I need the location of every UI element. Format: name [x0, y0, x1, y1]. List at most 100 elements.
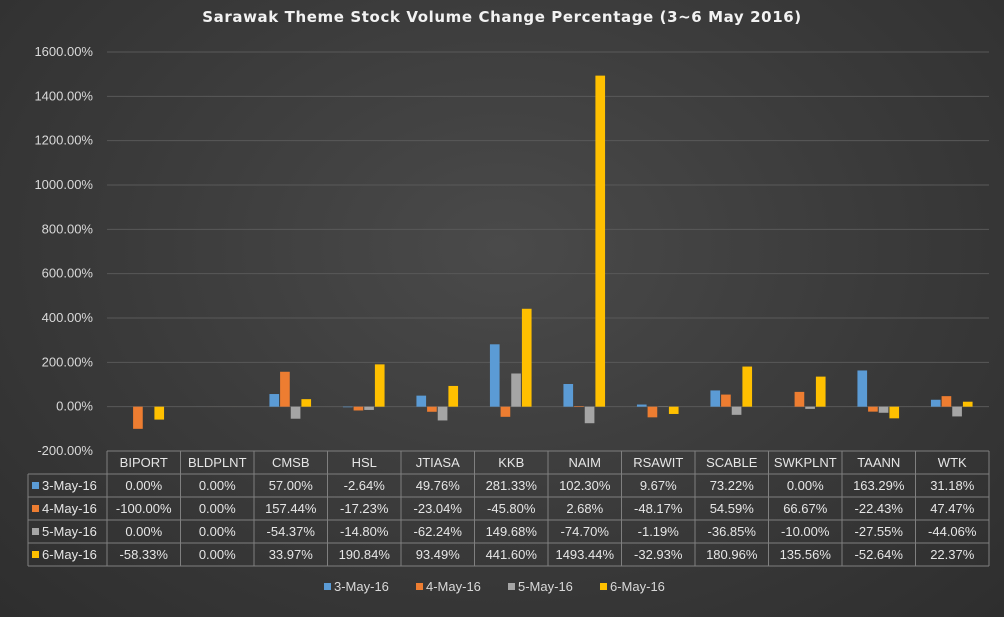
data-label: -2.64%	[344, 478, 386, 493]
legend-label: 4-May-16	[426, 579, 481, 594]
bar	[489, 344, 500, 407]
bar	[962, 401, 973, 407]
bar	[416, 395, 427, 407]
legend-label: 3-May-16	[334, 579, 389, 594]
category-label: BLDPLNT	[188, 455, 247, 470]
data-label: -27.55%	[855, 524, 904, 539]
bar	[930, 399, 941, 407]
data-label: 0.00%	[125, 478, 162, 493]
category-label: HSL	[352, 455, 377, 470]
data-label: 281.33%	[486, 478, 538, 493]
data-label: -48.17%	[634, 501, 683, 516]
category-label: BIPORT	[120, 455, 168, 470]
data-label: 163.29%	[853, 478, 905, 493]
chart-title: Sarawak Theme Stock Volume Change Percen…	[202, 8, 802, 26]
category-label: SCABLE	[706, 455, 758, 470]
legend-swatch	[416, 583, 423, 590]
data-label: -45.80%	[487, 501, 536, 516]
data-label: -17.23%	[340, 501, 389, 516]
legend-key	[32, 528, 39, 535]
category-label: KKB	[498, 455, 524, 470]
y-tick-label: 1000.00%	[34, 177, 93, 192]
series-row-label: 6-May-16	[42, 547, 97, 562]
bar	[668, 406, 679, 414]
bar	[133, 406, 143, 429]
data-label: -32.93%	[634, 547, 683, 562]
bar	[794, 391, 805, 407]
bar	[448, 385, 459, 407]
category-label: NAIM	[569, 455, 602, 470]
bar	[731, 406, 742, 415]
bar	[563, 383, 574, 407]
data-label: 102.30%	[559, 478, 611, 493]
bar	[521, 308, 532, 407]
legend-swatch	[508, 583, 515, 590]
data-label: 0.00%	[787, 478, 824, 493]
series-row-label: 5-May-16	[42, 524, 97, 539]
category-label: JTIASA	[416, 455, 460, 470]
data-label: -10.00%	[781, 524, 830, 539]
data-label: 135.56%	[780, 547, 832, 562]
bar	[710, 390, 721, 407]
data-label: -36.85%	[708, 524, 757, 539]
bar	[721, 394, 731, 407]
y-tick-label: 0.00%	[56, 399, 93, 414]
data-label: -52.64%	[855, 547, 904, 562]
bar	[374, 364, 385, 407]
data-label: -22.43%	[855, 501, 904, 516]
bar	[437, 406, 448, 421]
y-tick-label: 1600.00%	[34, 44, 93, 59]
series-row-label: 3-May-16	[42, 478, 97, 493]
y-tick-label: 200.00%	[42, 354, 94, 369]
data-label: -1.19%	[638, 524, 680, 539]
data-label: -100.00%	[116, 501, 172, 516]
data-label: -54.37%	[267, 524, 316, 539]
data-label: 22.37%	[930, 547, 975, 562]
category-label: RSAWIT	[633, 455, 683, 470]
category-label: WTK	[938, 455, 967, 470]
data-label: 149.68%	[486, 524, 538, 539]
bar	[815, 376, 826, 407]
bar	[427, 406, 437, 412]
y-tick-label: 1200.00%	[34, 133, 93, 148]
legend-key	[32, 505, 39, 512]
legend-label: 6-May-16	[610, 579, 665, 594]
y-tick-label: 400.00%	[42, 310, 94, 325]
bar	[857, 370, 868, 407]
bar	[154, 406, 165, 420]
bar	[878, 406, 889, 413]
bar	[952, 406, 962, 417]
bar	[511, 373, 521, 407]
bar	[280, 371, 290, 407]
data-label: 93.49%	[416, 547, 461, 562]
data-label: 180.96%	[706, 547, 758, 562]
category-label: TAANN	[857, 455, 900, 470]
y-tick-label: 800.00%	[42, 221, 94, 236]
bar	[500, 406, 511, 417]
data-label: 54.59%	[710, 501, 755, 516]
bar	[364, 406, 374, 410]
data-label: 190.84%	[339, 547, 391, 562]
bar	[269, 394, 280, 407]
data-label: -74.70%	[561, 524, 610, 539]
legend-swatch	[600, 583, 607, 590]
data-label: 49.76%	[416, 478, 461, 493]
data-label: 57.00%	[269, 478, 314, 493]
data-label: 157.44%	[265, 501, 317, 516]
data-label: -44.06%	[928, 524, 977, 539]
data-label: 31.18%	[930, 478, 975, 493]
bar	[636, 404, 647, 407]
data-label: -62.24%	[414, 524, 463, 539]
bar	[584, 406, 595, 424]
data-label: 441.60%	[486, 547, 538, 562]
data-label: 0.00%	[199, 547, 236, 562]
data-label: 66.67%	[783, 501, 828, 516]
category-label: SWKPLNT	[774, 455, 837, 470]
bar	[647, 406, 658, 418]
bar	[301, 399, 312, 407]
data-label: 47.47%	[930, 501, 975, 516]
data-label: -23.04%	[414, 501, 463, 516]
bar	[342, 406, 353, 408]
bar	[868, 406, 878, 412]
